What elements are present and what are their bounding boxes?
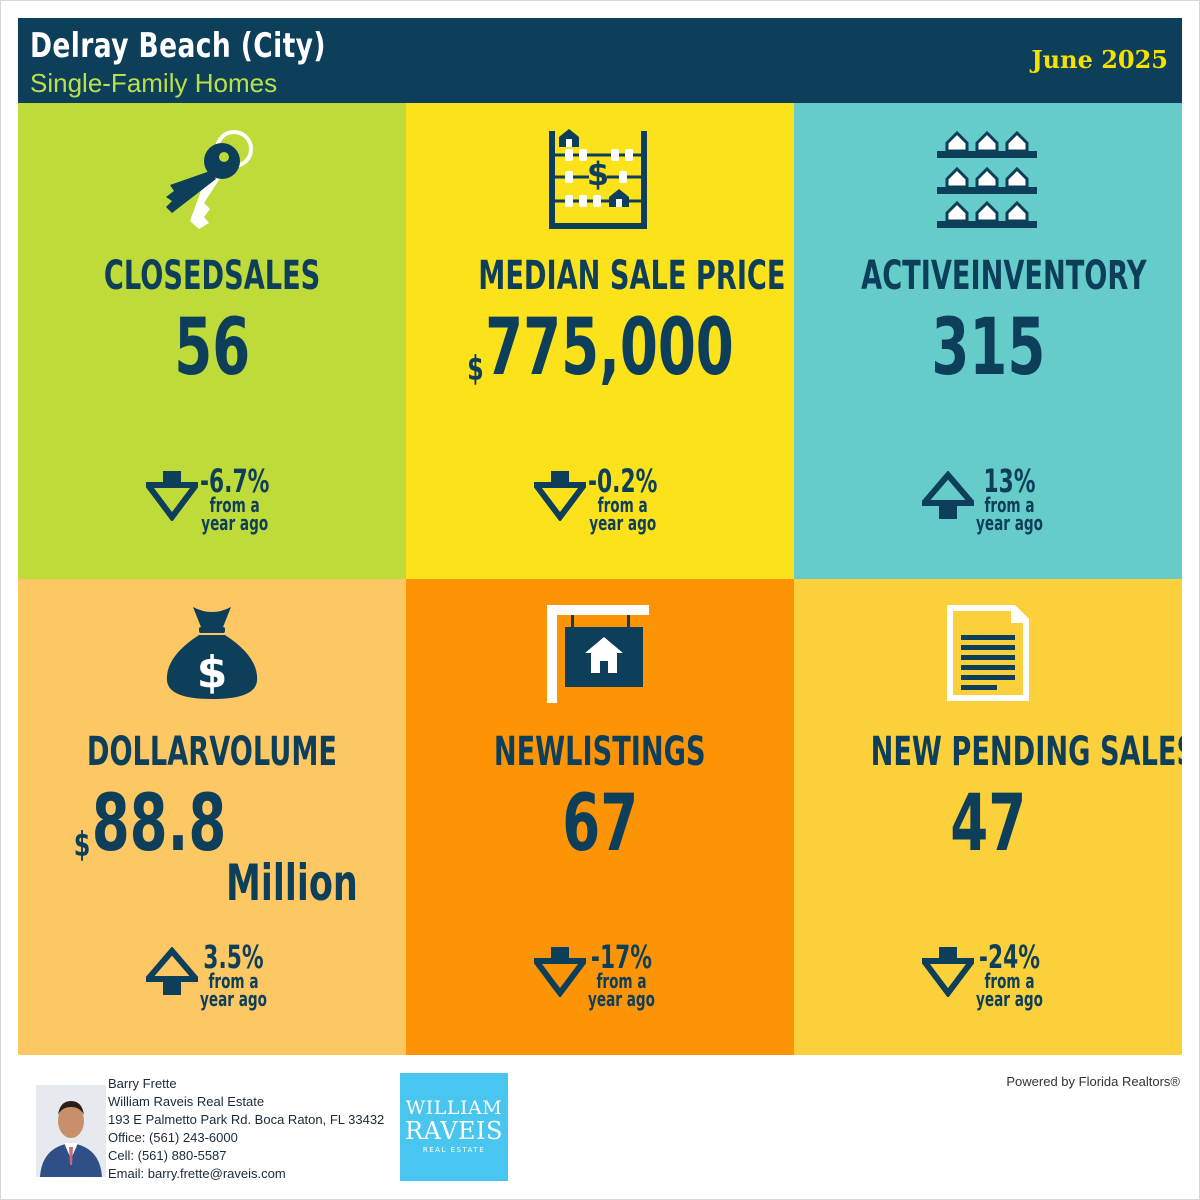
change-from: from a	[984, 493, 1035, 517]
document-icon	[933, 601, 1043, 710]
tile-label: CLOSEDSALES	[103, 253, 321, 299]
agent-address: 193 E Palmetto Park Rd. Boca Raton, FL 3…	[108, 1112, 385, 1127]
abacus-icon: $	[545, 125, 655, 238]
tile-active-inventory: ACTIVEINVENTORY 315 13% from a year ago	[794, 103, 1182, 579]
change-year: year ago	[589, 511, 657, 535]
header-bar: Delray Beach (City) Single-Family Homes …	[18, 18, 1182, 103]
tile-closed-sales: CLOSEDSALES 56 -6.7% from a year ago	[18, 103, 406, 579]
arrow-down-icon	[922, 947, 974, 997]
keys-icon	[152, 125, 272, 240]
agent-name: Barry Frette	[108, 1076, 177, 1091]
arrow-down-icon	[534, 471, 586, 521]
change-percent: -6.7%	[200, 462, 270, 500]
arrow-down-icon	[146, 471, 198, 521]
change-percent: -17%	[590, 938, 653, 976]
report-date: June 2025	[1031, 45, 1168, 74]
change-year: year ago	[976, 511, 1043, 535]
change-from: from a	[209, 493, 260, 517]
change-from: from a	[984, 969, 1035, 993]
change-percent: -24%	[978, 938, 1041, 976]
change-year: year ago	[976, 987, 1043, 1011]
tile-label: NEWLISTINGS	[494, 729, 706, 775]
agent-office-phone: Office: (561) 243-6000	[108, 1130, 238, 1145]
change-from: from a	[208, 969, 259, 993]
arrow-up-icon	[922, 471, 974, 519]
tile-value: $88.8	[73, 779, 227, 869]
change-year: year ago	[200, 987, 267, 1011]
agent-cell-phone: Cell: (561) 880-5587	[108, 1148, 227, 1163]
stats-grid: CLOSEDSALES 56 -6.7% from a year ago	[18, 103, 1182, 1055]
change-indicator: -17% from a year ago	[406, 941, 794, 1011]
currency-symbol: $	[73, 825, 91, 865]
arrow-down-icon	[534, 947, 586, 997]
change-indicator: 3.5% from a year ago	[18, 941, 406, 1011]
tile-new-listings: NEWLISTINGS 67 -17% from a year ago	[406, 579, 794, 1055]
svg-text:$: $	[587, 155, 609, 193]
tile-dollar-volume: $ DOLLARVOLUME $88.8 Million 3.5% from a…	[18, 579, 406, 1055]
change-indicator: 13% from a year ago	[794, 465, 1182, 535]
agent-contact: Barry Frette William Raveis Real Estate …	[108, 1075, 384, 1183]
tile-label: MEDIAN SALE PRICE	[478, 253, 786, 299]
change-percent: 3.5%	[203, 938, 264, 976]
change-indicator: -6.7% from a year ago	[18, 465, 406, 535]
page-title: Delray Beach (City)	[30, 26, 326, 66]
agent-company: William Raveis Real Estate	[108, 1094, 265, 1109]
change-from: from a	[597, 493, 648, 517]
change-percent: 13%	[983, 462, 1036, 500]
change-year: year ago	[588, 987, 655, 1011]
tile-label: NEW PENDING SALES	[870, 729, 1182, 775]
tile-label: DOLLARVOLUME	[86, 729, 338, 775]
tile-value: 56	[174, 303, 250, 393]
for-sale-sign-icon	[545, 601, 655, 710]
currency-symbol: $	[466, 349, 484, 389]
money-bag-icon: $	[157, 601, 267, 710]
tile-label: ACTIVEINVENTORY	[861, 253, 1147, 299]
william-raveis-logo: WILLIAM RAVEIS REAL ESTATE	[400, 1073, 508, 1181]
arrow-up-icon	[146, 947, 198, 995]
value-suffix: Million	[226, 854, 358, 912]
tile-value: 47	[950, 779, 1026, 869]
powered-by: Powered by Florida Realtors®	[1006, 1074, 1180, 1089]
change-indicator: -0.2% from a year ago	[406, 465, 794, 535]
footer: Barry Frette William Raveis Real Estate …	[18, 1055, 1182, 1200]
change-from: from a	[596, 969, 647, 993]
tile-value: 67	[562, 779, 638, 869]
tile-new-pending-sales: NEW PENDING SALES 47 -24% from a year ag…	[794, 579, 1182, 1055]
change-percent: -0.2%	[588, 462, 658, 500]
svg-text:$: $	[197, 647, 228, 698]
tile-value: 315	[931, 303, 1045, 393]
agent-photo	[36, 1085, 106, 1177]
agent-email: Email: barry.frette@raveis.com	[108, 1166, 286, 1181]
tile-median-sale-price: $ MEDIAN SALE PRICE $775,000 -0.2% from …	[406, 103, 794, 579]
change-year: year ago	[201, 511, 269, 535]
page-subtitle: Single-Family Homes	[30, 68, 278, 98]
change-indicator: -24% from a year ago	[794, 941, 1182, 1011]
houses-grid-icon	[933, 125, 1043, 238]
tile-value: $775,000	[466, 303, 734, 393]
